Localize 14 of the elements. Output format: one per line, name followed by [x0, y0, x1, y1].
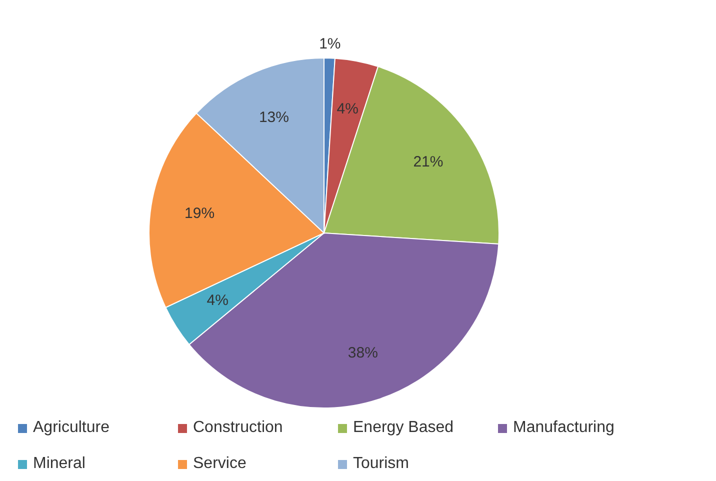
data-label: 4%: [336, 100, 358, 118]
legend-label: Mineral: [33, 455, 86, 473]
legend-label: Manufacturing: [513, 419, 614, 437]
legend-label: Construction: [193, 419, 283, 437]
data-label: 13%: [258, 108, 289, 126]
data-label: 1%: [319, 36, 341, 53]
data-label: 19%: [184, 204, 215, 222]
legend-label: Service: [193, 455, 246, 473]
legend-label: Tourism: [353, 455, 410, 473]
data-label: 21%: [413, 154, 444, 171]
legend-label: Energy Based: [353, 419, 454, 437]
legend-label: Agriculture: [33, 419, 110, 437]
data-label: 4%: [206, 292, 228, 310]
data-label: 38%: [348, 344, 378, 362]
